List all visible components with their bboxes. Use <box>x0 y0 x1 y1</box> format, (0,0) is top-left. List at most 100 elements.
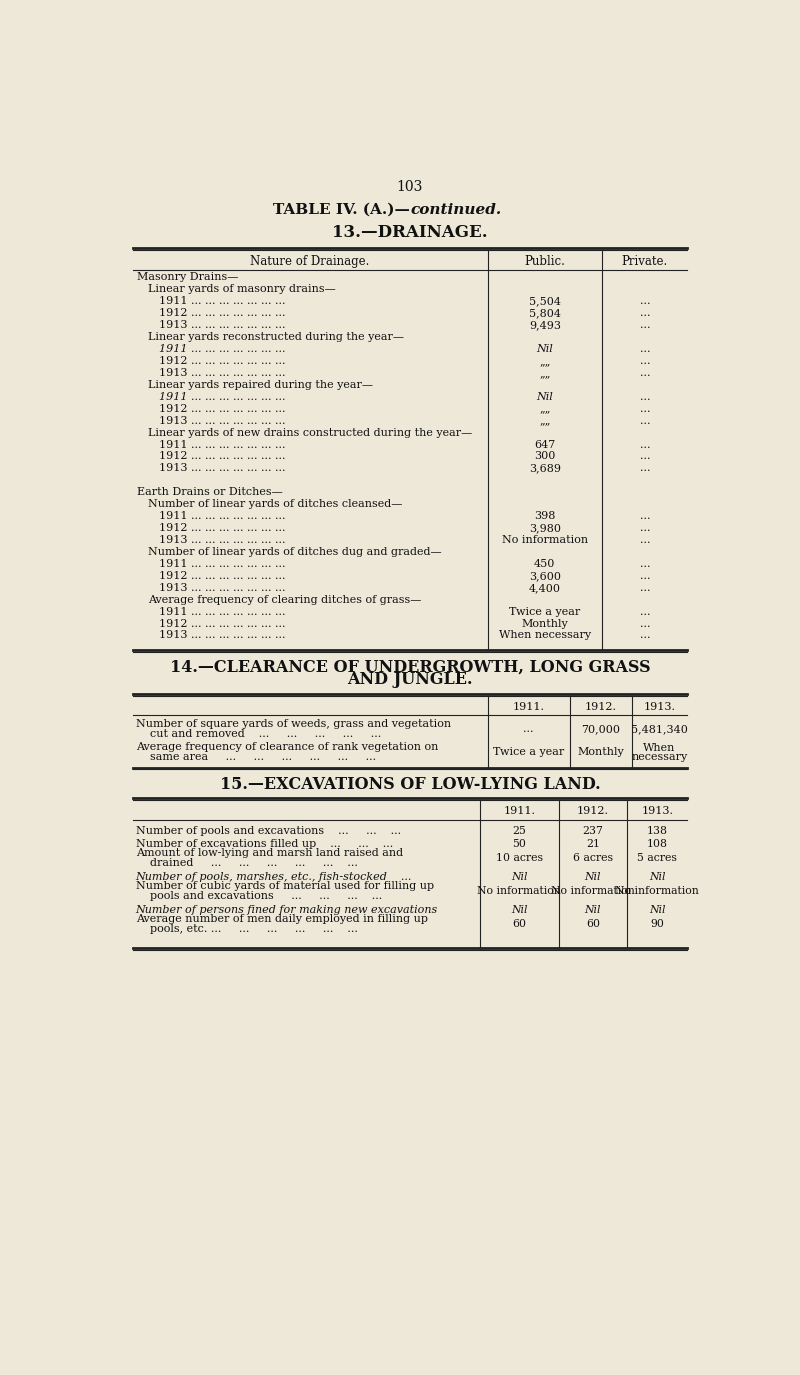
Text: 14.—CLEARANCE OF UNDERGROWTH, LONG GRASS: 14.—CLEARANCE OF UNDERGROWTH, LONG GRASS <box>170 659 650 676</box>
Text: 13.—DRAINAGE.: 13.—DRAINAGE. <box>332 224 488 241</box>
Text: Number of linear yards of ditches cleansed—: Number of linear yards of ditches cleans… <box>148 499 402 509</box>
Text: 1913 ... ... ... ... ... ... ...: 1913 ... ... ... ... ... ... ... <box>159 463 286 473</box>
Text: ...: ... <box>639 619 650 628</box>
Text: 1911 ... ... ... ... ... ... ...: 1911 ... ... ... ... ... ... ... <box>159 296 286 307</box>
Text: Nil: Nil <box>511 905 527 914</box>
Text: ...: ... <box>639 308 650 318</box>
Text: ...: ... <box>639 368 650 378</box>
Text: „„: „„ <box>539 368 550 378</box>
Text: „„: „„ <box>539 404 550 414</box>
Text: 1911 ... ... ... ... ... ... ...: 1911 ... ... ... ... ... ... ... <box>159 392 286 401</box>
Text: ...: ... <box>639 522 650 534</box>
Text: Nil: Nil <box>649 905 666 914</box>
Text: 25: 25 <box>512 825 526 836</box>
Text: ...: ... <box>639 451 650 462</box>
Text: „„: „„ <box>539 415 550 426</box>
Text: Nil: Nil <box>585 905 601 914</box>
Text: 398: 398 <box>534 512 555 521</box>
Text: 1911 ... ... ... ... ... ... ...: 1911 ... ... ... ... ... ... ... <box>159 440 286 450</box>
Text: 1911.: 1911. <box>513 701 545 712</box>
Text: Number of excavations filled up    ...     ...    ...: Number of excavations filled up ... ... … <box>136 839 393 848</box>
Text: pools, etc. ...     ...     ...     ...     ...    ...: pools, etc. ... ... ... ... ... ... <box>136 924 358 934</box>
Text: 5,804: 5,804 <box>529 308 561 318</box>
Text: ...: ... <box>639 463 650 473</box>
Text: 3,689: 3,689 <box>529 463 561 473</box>
Text: Monthly: Monthly <box>522 619 568 628</box>
Text: 1913.: 1913. <box>643 701 675 712</box>
Text: ...: ... <box>639 583 650 593</box>
Text: 1913 ... ... ... ... ... ... ...: 1913 ... ... ... ... ... ... ... <box>159 535 286 544</box>
Text: 1911 ... ... ... ... ... ... ...: 1911 ... ... ... ... ... ... ... <box>159 606 286 616</box>
Text: 1912 ... ... ... ... ... ... ...: 1912 ... ... ... ... ... ... ... <box>159 308 286 318</box>
Text: Nil: Nil <box>585 872 601 881</box>
Text: Average number of men daily employed in filling up: Average number of men daily employed in … <box>136 914 428 924</box>
Text: Linear yards of masonry drains—: Linear yards of masonry drains— <box>148 285 336 294</box>
Text: 5 acres: 5 acres <box>638 852 677 862</box>
Text: 1912 ... ... ... ... ... ... ...: 1912 ... ... ... ... ... ... ... <box>159 571 286 580</box>
Text: 6 acres: 6 acres <box>573 852 613 862</box>
Text: No information: No information <box>615 886 699 895</box>
Text: Number of pools, marshes, etc., fish-stocked    ...: Number of pools, marshes, etc., fish-sto… <box>136 872 412 881</box>
Text: Nil: Nil <box>537 392 554 401</box>
Text: Masonry Drains—: Masonry Drains— <box>138 272 238 282</box>
Text: No information: No information <box>502 535 588 544</box>
Text: 5,481,340: 5,481,340 <box>631 725 688 734</box>
Text: 70,000: 70,000 <box>581 725 620 734</box>
Text: No information: No information <box>551 886 634 895</box>
Text: 647: 647 <box>534 440 555 450</box>
Text: „„: „„ <box>539 356 550 366</box>
Text: TABLE IV. (A.)—: TABLE IV. (A.)— <box>273 202 410 217</box>
Text: 60: 60 <box>586 918 600 930</box>
Text: 1912.: 1912. <box>585 701 617 712</box>
Text: Nature of Drainage.: Nature of Drainage. <box>250 254 369 268</box>
Text: continued.: continued. <box>410 202 501 217</box>
Text: Number of cubic yards of material used for filling up: Number of cubic yards of material used f… <box>136 881 434 891</box>
Text: ...: ... <box>639 404 650 414</box>
Text: ...: ... <box>639 631 650 641</box>
Text: ...: ... <box>639 392 650 401</box>
Text: same area     ...     ...     ...     ...     ...     ...: same area ... ... ... ... ... ... <box>136 752 376 762</box>
Text: 1912.: 1912. <box>577 806 609 817</box>
Text: Average frequency of clearance of rank vegetation on: Average frequency of clearance of rank v… <box>136 741 438 752</box>
Text: cut and removed    ...     ...     ...     ...     ...: cut and removed ... ... ... ... ... <box>136 729 381 738</box>
Text: ...: ... <box>639 320 650 330</box>
Text: ...: ... <box>639 606 650 616</box>
Text: necessary: necessary <box>631 752 688 762</box>
Text: 103: 103 <box>397 180 423 194</box>
Text: 3,600: 3,600 <box>529 571 561 580</box>
Text: 15.—EXCAVATIONS OF LOW-LYING LAND.: 15.—EXCAVATIONS OF LOW-LYING LAND. <box>220 775 600 793</box>
Text: 108: 108 <box>646 839 668 848</box>
Text: 1911 ... ... ... ... ... ... ...: 1911 ... ... ... ... ... ... ... <box>159 558 286 569</box>
Text: pools and excavations     ...     ...     ...    ...: pools and excavations ... ... ... ... <box>136 891 382 901</box>
Text: 5,504: 5,504 <box>529 296 561 307</box>
Text: 1912 ... ... ... ... ... ... ...: 1912 ... ... ... ... ... ... ... <box>159 451 286 462</box>
Text: drained     ...     ...     ...     ...     ...    ...: drained ... ... ... ... ... ... <box>136 858 358 868</box>
Text: 50: 50 <box>512 839 526 848</box>
Text: Twice a year: Twice a year <box>493 747 564 758</box>
Text: 60: 60 <box>512 918 526 930</box>
Text: 1913 ... ... ... ... ... ... ...: 1913 ... ... ... ... ... ... ... <box>159 631 286 641</box>
Text: ...: ... <box>639 512 650 521</box>
Text: ...: ... <box>639 440 650 450</box>
Text: 450: 450 <box>534 558 555 569</box>
Text: 1912 ... ... ... ... ... ... ...: 1912 ... ... ... ... ... ... ... <box>159 619 286 628</box>
Text: ...: ... <box>523 725 534 734</box>
Text: 1913.: 1913. <box>642 806 674 817</box>
Text: 90: 90 <box>650 918 664 930</box>
Text: No information: No information <box>478 886 561 895</box>
Text: ...: ... <box>639 344 650 353</box>
Text: 300: 300 <box>534 451 555 462</box>
Text: 1911 ... ... ... ... ... ... ...: 1911 ... ... ... ... ... ... ... <box>159 512 286 521</box>
Text: 1912 ... ... ... ... ... ... ...: 1912 ... ... ... ... ... ... ... <box>159 356 286 366</box>
Text: 138: 138 <box>646 825 668 836</box>
Text: Number of square yards of weeds, grass and vegetation: Number of square yards of weeds, grass a… <box>136 719 450 729</box>
Text: 1913 ... ... ... ... ... ... ...: 1913 ... ... ... ... ... ... ... <box>159 368 286 378</box>
Text: Nil: Nil <box>511 872 527 881</box>
Text: ...: ... <box>639 558 650 569</box>
Text: Linear yards repaired during the year—: Linear yards repaired during the year— <box>148 380 373 390</box>
Text: 1912 ... ... ... ... ... ... ...: 1912 ... ... ... ... ... ... ... <box>159 522 286 534</box>
Text: Private.: Private. <box>622 254 668 268</box>
Text: Number of linear yards of ditches dug and graded—: Number of linear yards of ditches dug an… <box>148 547 442 557</box>
Text: 237: 237 <box>582 825 603 836</box>
Text: Amount of low-lying and marsh land raised and: Amount of low-lying and marsh land raise… <box>136 848 402 858</box>
